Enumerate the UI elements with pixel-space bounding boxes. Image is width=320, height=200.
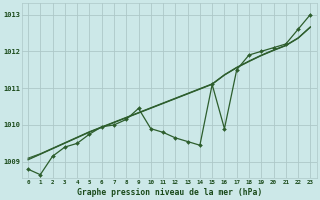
X-axis label: Graphe pression niveau de la mer (hPa): Graphe pression niveau de la mer (hPa) <box>76 188 262 197</box>
